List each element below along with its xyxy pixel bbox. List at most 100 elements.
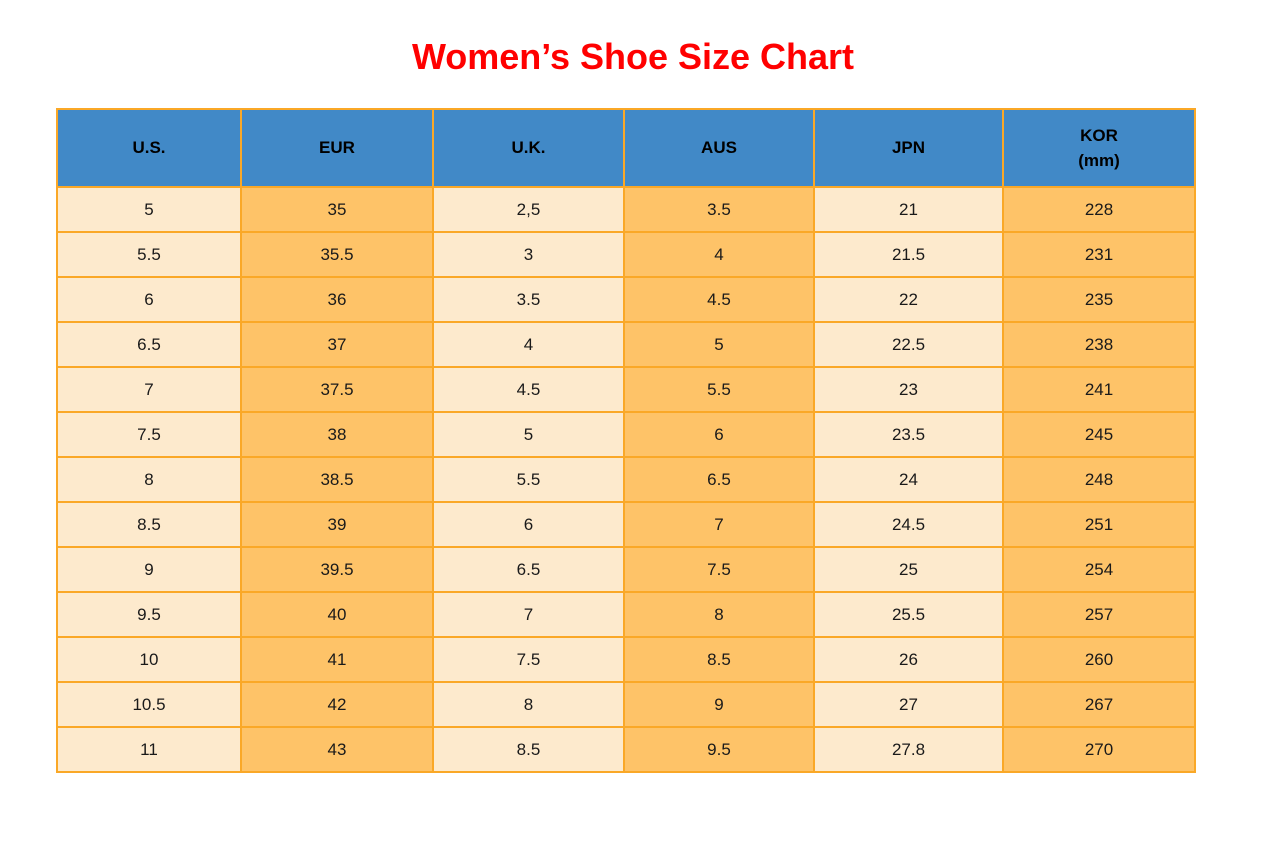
table-row: 6 36 3.5 4.5 22 235 [56,276,1196,323]
table-row: 10 41 7.5 8.5 26 260 [56,636,1196,683]
cell: 39 [240,501,434,548]
table-row: 8.5 39 6 7 24.5 251 [56,501,1196,548]
cell: 25 [813,546,1004,593]
column-header-uk: U.K. [432,108,625,188]
cell: 7 [623,501,815,548]
cell: 6.5 [56,321,242,368]
cell: 9.5 [623,726,815,773]
cell: 270 [1002,726,1196,773]
cell: 228 [1002,186,1196,233]
cell: 35.5 [240,231,434,278]
cell: 25.5 [813,591,1004,638]
cell: 22.5 [813,321,1004,368]
cell: 36 [240,276,434,323]
cell: 7.5 [432,636,625,683]
cell: 248 [1002,456,1196,503]
column-header-label: U.S. [132,138,166,158]
cell: 9.5 [56,591,242,638]
cell: 24 [813,456,1004,503]
cell: 22 [813,276,1004,323]
cell: 251 [1002,501,1196,548]
cell: 23.5 [813,411,1004,458]
cell: 8 [432,681,625,728]
column-header-aus: AUS [623,108,815,188]
table-row: 11 43 8.5 9.5 27.8 270 [56,726,1196,773]
cell: 7 [432,591,625,638]
cell: 37.5 [240,366,434,413]
column-header-us: U.S. [56,108,242,188]
cell: 235 [1002,276,1196,323]
table-row: 7 37.5 4.5 5.5 23 241 [56,366,1196,413]
cell: 5 [56,186,242,233]
cell: 5.5 [56,231,242,278]
cell: 26 [813,636,1004,683]
cell: 27 [813,681,1004,728]
cell: 5.5 [432,456,625,503]
cell: 8.5 [56,501,242,548]
cell: 238 [1002,321,1196,368]
cell: 3.5 [432,276,625,323]
cell: 5 [432,411,625,458]
cell: 6.5 [623,456,815,503]
cell: 6 [56,276,242,323]
cell: 35 [240,186,434,233]
column-header-label: EUR [319,138,355,158]
cell: 4 [623,231,815,278]
cell: 260 [1002,636,1196,683]
cell: 7.5 [56,411,242,458]
table-row: 5.5 35.5 3 4 21.5 231 [56,231,1196,278]
page-title: Women’s Shoe Size Chart [411,36,855,77]
cell: 9 [623,681,815,728]
cell: 3.5 [623,186,815,233]
table-row: 10.5 42 8 9 27 267 [56,681,1196,728]
table-row: 9.5 40 7 8 25.5 257 [56,591,1196,638]
cell: 6.5 [432,546,625,593]
cell: 231 [1002,231,1196,278]
cell: 8.5 [432,726,625,773]
cell: 42 [240,681,434,728]
shoe-size-table: U.S. EUR U.K. AUS JPN KOR (mm) 5 35 2,5 3.5 21 228 5… [56,108,1196,773]
column-header-sublabel: (mm) [1078,151,1120,170]
cell: 7 [56,366,242,413]
table-row: 7.5 38 5 6 23.5 245 [56,411,1196,458]
cell: 6 [432,501,625,548]
column-header-jpn: JPN [813,108,1004,188]
column-header-label: U.K. [511,138,546,158]
cell: 23 [813,366,1004,413]
cell: 21.5 [813,231,1004,278]
cell: 10 [56,636,242,683]
cell: 21 [813,186,1004,233]
cell: 8.5 [623,636,815,683]
cell: 245 [1002,411,1196,458]
cell: 43 [240,726,434,773]
cell: 27.8 [813,726,1004,773]
cell: 6 [623,411,815,458]
cell: 4.5 [432,366,625,413]
cell: 254 [1002,546,1196,593]
cell: 38.5 [240,456,434,503]
column-header-label: KOR [1080,125,1118,145]
cell: 4.5 [623,276,815,323]
table-row: 9 39.5 6.5 7.5 25 254 [56,546,1196,593]
cell: 39.5 [240,546,434,593]
cell: 40 [240,591,434,638]
cell: 7.5 [623,546,815,593]
cell: 37 [240,321,434,368]
table-header: U.S. EUR U.K. AUS JPN KOR (mm) [56,108,1196,188]
table-row: 6.5 37 4 5 22.5 238 [56,321,1196,368]
cell: 5 [623,321,815,368]
cell: 5.5 [623,366,815,413]
cell: 2,5 [432,186,625,233]
table-row: 5 35 2,5 3.5 21 228 [56,186,1196,233]
cell: 3 [432,231,625,278]
cell: 267 [1002,681,1196,728]
header-row: U.S. EUR U.K. AUS JPN KOR (mm) [56,108,1196,188]
column-header-label: AUS [701,138,737,158]
column-header-eur: EUR [240,108,434,188]
cell: 9 [56,546,242,593]
table-body: 5 35 2,5 3.5 21 228 5.5 35.5 3 4 21.5 231 6 36 3.5 4.5 2… [56,186,1196,773]
cell: 8 [623,591,815,638]
cell: 8 [56,456,242,503]
column-header-label: JPN [891,138,926,158]
